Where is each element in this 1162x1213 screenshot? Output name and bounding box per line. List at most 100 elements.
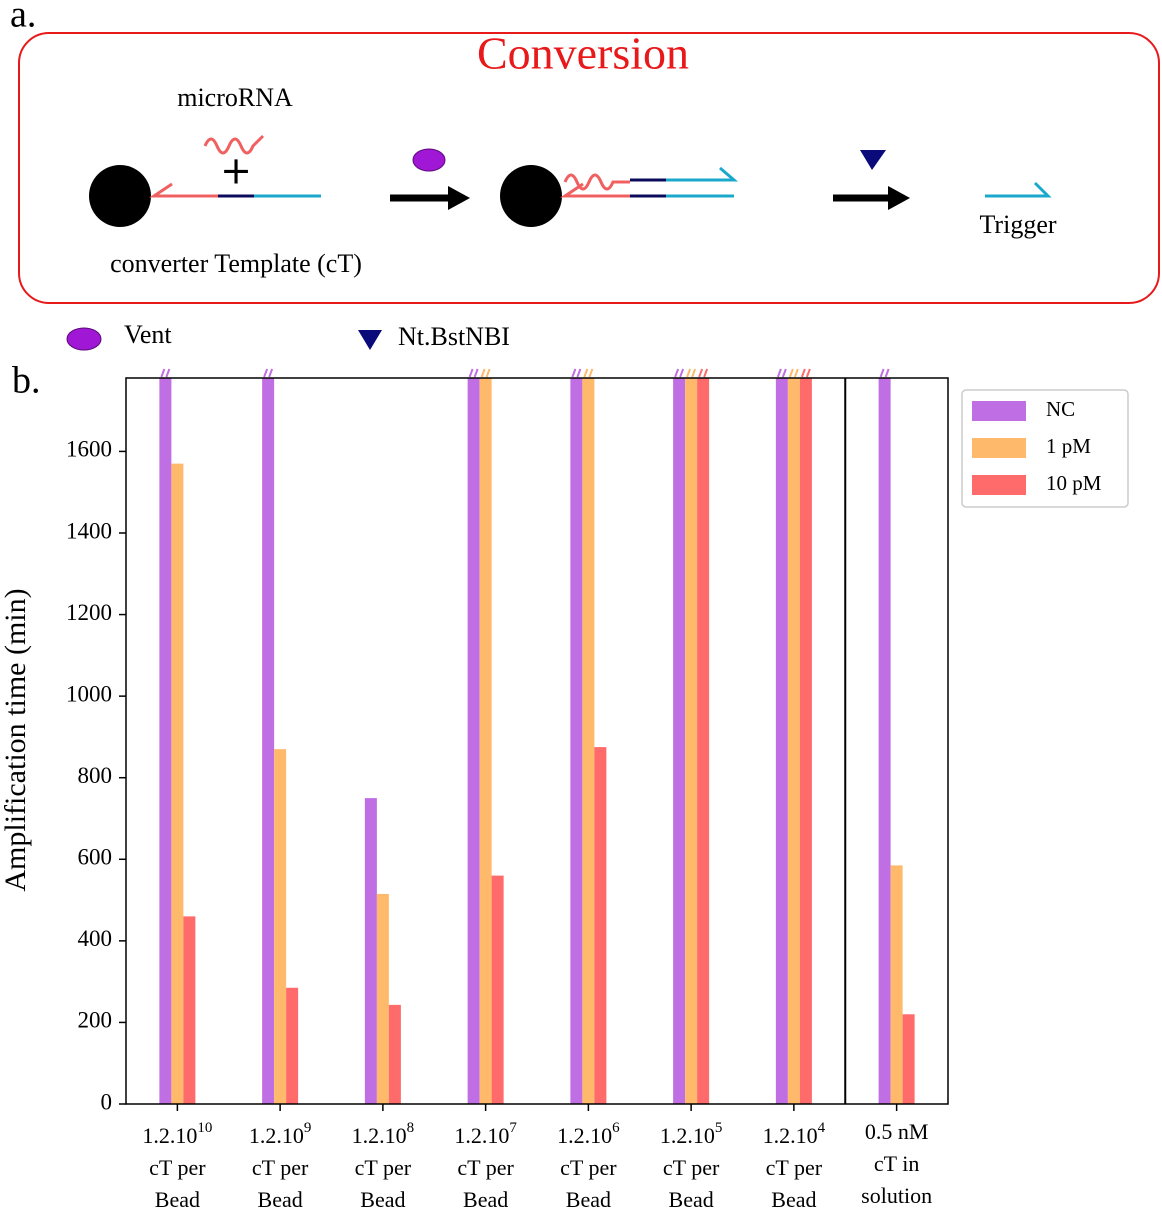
bound-microrna bbox=[563, 173, 630, 191]
bar bbox=[685, 378, 698, 1104]
bar bbox=[388, 1004, 401, 1104]
x-tick-label: cT per bbox=[457, 1155, 514, 1180]
x-tick-label: 1.2.108 bbox=[352, 1120, 415, 1148]
axis-break bbox=[263, 368, 274, 378]
x-tick-label: 0.5 nM bbox=[865, 1119, 929, 1144]
bar bbox=[775, 378, 788, 1104]
x-tick-label: 1.2.107 bbox=[454, 1120, 517, 1148]
axis-break bbox=[788, 368, 799, 378]
y-tick-label: 1000 bbox=[66, 681, 112, 706]
trigger-strand bbox=[985, 181, 1052, 198]
bar bbox=[582, 378, 595, 1104]
x-tick-label: 1.2.109 bbox=[249, 1120, 312, 1148]
legend-label: 1 pM bbox=[1046, 434, 1091, 458]
category-exponent: 9 bbox=[304, 1120, 312, 1136]
legend-nicking: Nt.BstNBI bbox=[398, 322, 510, 351]
x-tick-label: cT per bbox=[252, 1155, 309, 1180]
y-tick-label: 1200 bbox=[66, 600, 112, 625]
template-red bbox=[560, 182, 630, 198]
legend-label: NC bbox=[1046, 397, 1075, 421]
arrow-head bbox=[888, 186, 910, 210]
y-tick-label: 1400 bbox=[66, 518, 112, 543]
x-tick-label: 1.2.1010 bbox=[142, 1120, 212, 1148]
y-tick-label: 400 bbox=[78, 926, 113, 951]
category-exponent: 10 bbox=[197, 1120, 212, 1136]
x-tick-label: 1.2.106 bbox=[557, 1120, 620, 1148]
axis-break bbox=[160, 368, 171, 378]
bar bbox=[491, 875, 504, 1104]
bar bbox=[799, 378, 812, 1104]
x-tick-label: cT per bbox=[355, 1155, 412, 1180]
x-tick-label: cT per bbox=[149, 1155, 206, 1180]
legend-vent: Vent bbox=[124, 320, 172, 349]
x-tick-label: Bead bbox=[360, 1187, 405, 1212]
nicking-icon bbox=[358, 330, 382, 350]
arrow-head bbox=[448, 186, 470, 210]
x-tick-label: 1.2.104 bbox=[763, 1120, 826, 1148]
category-exponent: 7 bbox=[509, 1120, 517, 1136]
axis-break bbox=[480, 368, 491, 378]
axis-break bbox=[468, 368, 479, 378]
category-base: 1.2.10 bbox=[557, 1123, 612, 1148]
y-tick-label: 600 bbox=[78, 845, 113, 870]
extension-cyan bbox=[666, 166, 739, 182]
category-base: 1.2.10 bbox=[660, 1123, 715, 1148]
microrna-strand bbox=[203, 134, 265, 155]
x-tick-label: cT per bbox=[663, 1155, 720, 1180]
x-tick-label: Bead bbox=[669, 1187, 714, 1212]
vent-icon bbox=[66, 327, 102, 351]
plus-sign: + bbox=[220, 149, 252, 193]
axis-break bbox=[583, 368, 594, 378]
bar bbox=[274, 749, 287, 1104]
axis-break bbox=[776, 368, 787, 378]
category-exponent: 6 bbox=[612, 1120, 620, 1136]
bar bbox=[183, 916, 196, 1104]
bar bbox=[890, 865, 903, 1104]
x-tick-label: Bead bbox=[463, 1187, 508, 1212]
category-exponent: 4 bbox=[818, 1120, 826, 1136]
x-tick-label: solution bbox=[861, 1183, 932, 1208]
x-tick-label: Bead bbox=[566, 1187, 611, 1212]
category-exponent: 8 bbox=[407, 1120, 415, 1136]
category-base: 1.2.10 bbox=[454, 1123, 509, 1148]
bar bbox=[467, 378, 480, 1104]
x-tick-label: 1.2.105 bbox=[660, 1120, 723, 1148]
microrna-label: microRNA bbox=[177, 83, 293, 112]
template-red bbox=[149, 182, 218, 198]
bar bbox=[878, 378, 891, 1104]
panel-label: b. bbox=[12, 360, 41, 402]
bar bbox=[171, 463, 184, 1104]
conversion-box bbox=[18, 32, 1160, 304]
category-base: 1.2.10 bbox=[763, 1123, 818, 1148]
bead bbox=[500, 165, 562, 227]
x-tick-label: Bead bbox=[771, 1187, 816, 1212]
x-tick-label: cT in bbox=[874, 1151, 919, 1176]
axis-break bbox=[800, 368, 811, 378]
nicking-icon bbox=[860, 150, 886, 170]
category-base: 0.5 nM bbox=[865, 1119, 929, 1144]
y-tick-label: 800 bbox=[78, 763, 113, 788]
bar bbox=[376, 893, 389, 1104]
x-tick-label: cT per bbox=[766, 1155, 823, 1180]
legend-swatch bbox=[972, 438, 1026, 458]
bar bbox=[159, 378, 172, 1104]
axis-break bbox=[698, 368, 709, 378]
category-base: 1.2.10 bbox=[352, 1123, 407, 1148]
y-tick-label: 0 bbox=[101, 1089, 113, 1114]
template-label: converter Template (cT) bbox=[110, 249, 362, 278]
bar bbox=[570, 378, 583, 1104]
y-tick-label: 200 bbox=[78, 1008, 113, 1033]
axis-break bbox=[879, 368, 890, 378]
legend-swatch bbox=[972, 475, 1026, 495]
bar bbox=[479, 378, 492, 1104]
bar bbox=[594, 747, 607, 1104]
y-tick-label: 1600 bbox=[66, 437, 112, 462]
axis-break bbox=[686, 368, 697, 378]
category-base: 1.2.10 bbox=[142, 1123, 197, 1148]
bar bbox=[262, 378, 275, 1104]
x-tick-label: cT per bbox=[560, 1155, 617, 1180]
diagram-title: Conversion bbox=[477, 28, 689, 79]
trigger-label: Trigger bbox=[979, 210, 1056, 239]
panel-label: a. bbox=[10, 0, 36, 36]
